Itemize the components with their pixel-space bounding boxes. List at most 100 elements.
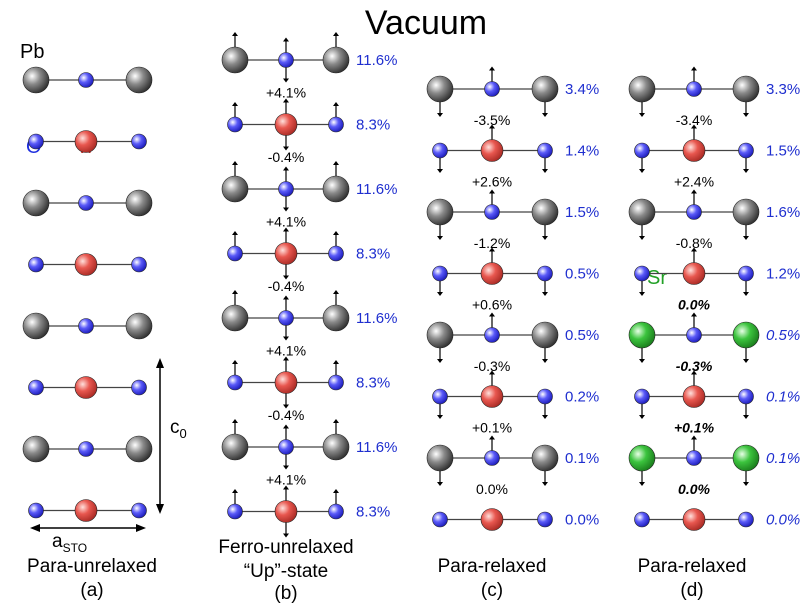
displacement-arrow-head bbox=[639, 113, 645, 117]
o-atom bbox=[78, 72, 94, 88]
ti-atom bbox=[274, 242, 298, 265]
layer-rumpling-value: 0.1% bbox=[565, 450, 599, 467]
c-layer-3: 1.5% bbox=[426, 189, 599, 240]
sr-atom bbox=[628, 321, 656, 349]
d-layer-3: 1.6% bbox=[628, 189, 800, 240]
caption-c: Para-relaxed bbox=[438, 556, 547, 577]
interlayer-spacing-change: +2.4% bbox=[674, 173, 714, 189]
o-atom bbox=[738, 511, 754, 528]
ti-atom bbox=[682, 262, 706, 285]
caption-a: Para-unrelaxed bbox=[27, 556, 157, 577]
ti-atom bbox=[274, 500, 298, 523]
c0-subscript: 0 bbox=[180, 426, 187, 441]
displacement-arrow-head bbox=[333, 489, 339, 493]
interlayer-spacing-change: -1.2% bbox=[474, 235, 511, 251]
o-atom bbox=[432, 142, 448, 159]
b-layer-2: 8.3% bbox=[227, 98, 390, 151]
caption-b-line2: “Up”-state bbox=[244, 561, 328, 582]
pb-atom bbox=[125, 66, 153, 94]
sr-atom bbox=[732, 321, 760, 349]
displacement-arrow-head bbox=[743, 169, 749, 173]
pb-atom bbox=[322, 433, 350, 461]
pb-atom bbox=[221, 433, 249, 461]
displacement-arrow-head bbox=[691, 312, 697, 317]
interlayer-spacing-change: -0.4% bbox=[268, 149, 305, 165]
pb-atom bbox=[531, 75, 559, 103]
displacement-arrow-head bbox=[437, 113, 443, 117]
interlayer-spacing-change: +0.1% bbox=[472, 419, 512, 435]
o-atom bbox=[484, 204, 500, 220]
o-atom bbox=[78, 318, 94, 334]
o-atom bbox=[328, 245, 344, 262]
layer-rumpling-value: 0.1% bbox=[766, 450, 800, 467]
displacement-arrow-head bbox=[542, 113, 548, 117]
displacement-arrow-head bbox=[232, 290, 238, 294]
o-atom bbox=[278, 310, 294, 326]
layer-rumpling-value: 1.6% bbox=[766, 204, 800, 221]
displacement-arrow-head bbox=[489, 247, 495, 252]
interlayer-spacing-change: -0.3% bbox=[676, 358, 713, 374]
c-layer-5: 0.5% bbox=[426, 312, 599, 363]
displacement-arrow-head bbox=[489, 312, 495, 317]
pb-atom bbox=[732, 198, 760, 226]
displacement-arrow-head bbox=[743, 359, 749, 363]
o-atom bbox=[131, 256, 147, 273]
a-subscript: STO bbox=[63, 541, 87, 555]
pb-atom bbox=[531, 321, 559, 349]
displacement-arrow-head bbox=[489, 66, 495, 71]
ti-atom bbox=[480, 139, 504, 162]
caption-b: Ferro-unrelaxed bbox=[218, 537, 353, 558]
ti-atom bbox=[74, 376, 98, 399]
c0-dimension: c0 bbox=[156, 358, 187, 514]
displacement-arrow-head bbox=[691, 435, 697, 440]
o-atom bbox=[537, 511, 553, 528]
o-atom bbox=[432, 265, 448, 282]
pb-atom bbox=[221, 46, 249, 74]
b-layer-5: 11.6% bbox=[221, 290, 397, 341]
displacement-arrow-head bbox=[691, 247, 697, 252]
c-layer-2: 1.4% bbox=[432, 124, 599, 173]
displacement-arrow-head bbox=[489, 189, 495, 194]
interlayer-spacing-change: -0.4% bbox=[268, 407, 305, 423]
c-layer-1: 3.4% bbox=[426, 66, 599, 117]
ti-atom bbox=[682, 139, 706, 162]
a-label: a bbox=[52, 531, 63, 552]
displacement-arrow-head bbox=[283, 336, 289, 341]
interlayer-spacing-change: +2.6% bbox=[472, 173, 512, 189]
layer-rumpling-value: 0.2% bbox=[565, 389, 599, 406]
displacement-arrow-head bbox=[283, 275, 289, 280]
c-layer-8: 0.0% bbox=[432, 508, 599, 531]
layer-rumpling-value: 0.1% bbox=[766, 389, 800, 406]
o-atom bbox=[28, 256, 44, 273]
displacement-arrow-head bbox=[232, 102, 238, 106]
interlayer-spacing-change: +4.1% bbox=[266, 213, 306, 229]
legend-sr: Sr bbox=[647, 267, 667, 289]
layer-rumpling-value: 11.6% bbox=[356, 439, 397, 456]
displacement-arrow-head bbox=[691, 66, 697, 71]
caption-a-letter: (a) bbox=[80, 580, 103, 601]
layer-rumpling-value: 3.3% bbox=[766, 81, 800, 98]
c-layer-7: 0.1% bbox=[426, 435, 599, 486]
o-atom bbox=[537, 388, 553, 405]
displacement-arrow-head bbox=[639, 169, 645, 173]
caption-b-letter: (b) bbox=[274, 583, 297, 604]
ti-atom bbox=[480, 262, 504, 285]
layer-rumpling-value: 8.3% bbox=[356, 246, 390, 263]
panel-b: 11.6% 8.3% 11.6% 8.3% 11.6% 8.3% 11.6% 8.3% +4.1… bbox=[221, 32, 397, 538]
displacement-arrow-head bbox=[489, 124, 495, 129]
displacement-arrow-head bbox=[437, 292, 443, 296]
b-layer-3: 11.6% bbox=[221, 161, 397, 212]
pb-atom bbox=[125, 435, 153, 463]
displacement-arrow-head bbox=[743, 236, 749, 240]
interlayer-spacing-change: -3.4% bbox=[676, 112, 713, 128]
pb-atom bbox=[426, 444, 454, 472]
caption-c-letter: (c) bbox=[481, 580, 503, 601]
displacement-arrow-head bbox=[743, 292, 749, 296]
o-atom bbox=[537, 142, 553, 159]
d-layer-4: 1.2% bbox=[634, 247, 800, 296]
diagram-title: Vacuum bbox=[365, 4, 487, 42]
o-atom bbox=[131, 502, 147, 519]
panel-a bbox=[22, 66, 153, 522]
displacement-arrow-head bbox=[639, 236, 645, 240]
displacement-arrow-head bbox=[283, 207, 289, 212]
